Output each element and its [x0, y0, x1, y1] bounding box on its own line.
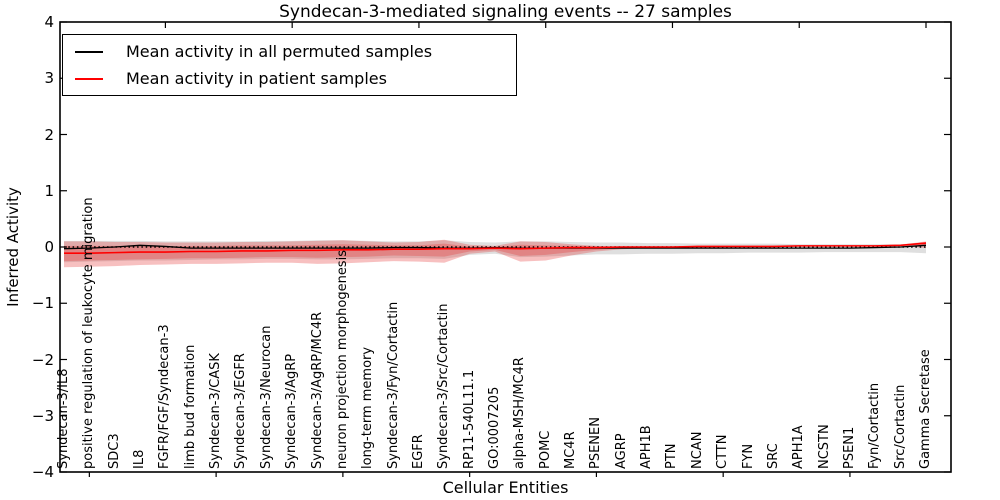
y-tick-label: 3 [44, 69, 54, 88]
y-tick-label: 0 [44, 238, 54, 256]
x-tick-label: PTN [664, 443, 680, 469]
x-tick-label: EGFR [410, 434, 426, 469]
x-tick-label: CTTN [715, 434, 731, 469]
y-tick-label: −3 [31, 406, 54, 425]
x-tick-label: Gamma Secretase [918, 349, 933, 469]
x-tick-label: long-term memory [360, 346, 376, 469]
x-tick-label: MC4R [563, 431, 579, 469]
x-tick-label: FGFR/FGF/Syndecan-3 [157, 324, 173, 469]
x-tick-label: Syndecan-3/AgRP [284, 353, 300, 469]
x-tick-label: Syndecan-3/IL8 [56, 368, 71, 469]
legend-item: Mean activity in all permuted samples [63, 38, 516, 65]
x-tick-label: NCSTN [816, 424, 832, 469]
x-tick-label: SDC3 [106, 433, 122, 469]
x-tick-label: neuron projection morphogenesis [334, 250, 350, 469]
x-tick-label: IL8 [132, 449, 148, 469]
x-tick-label: GO:0007205 [487, 386, 502, 469]
x-tick-label: Fyn/Cortactin [867, 382, 883, 469]
x-tick-label: Syndecan-3/AgRP/MC4R [309, 311, 325, 469]
legend-label: Mean activity in patient samples [126, 69, 387, 88]
y-tick-label: 2 [44, 125, 54, 144]
x-tick-label: SRC [765, 443, 781, 469]
legend: Mean activity in all permuted samples Me… [62, 34, 517, 96]
y-tick-label: 4 [44, 13, 54, 31]
y-tick-label: −2 [31, 350, 54, 369]
x-tick-label: Syndecan-3/EGFR [233, 353, 249, 469]
x-tick-label: limb bud formation [182, 344, 198, 469]
x-tick-label: APH1A [791, 425, 807, 469]
legend-label: Mean activity in all permuted samples [126, 42, 433, 61]
legend-item: Mean activity in patient samples [63, 65, 516, 92]
y-tick-label: −1 [31, 294, 54, 313]
x-tick-label: Syndecan-3/Src/Cortactin [436, 303, 452, 469]
x-tick-label: PSENEN [588, 417, 604, 469]
legend-line-sample-patient [75, 77, 103, 80]
x-tick-label: positive regulation of leukocyte migrati… [81, 197, 97, 469]
x-tick-label: RP11-540L11.1 [461, 369, 477, 469]
x-tick-label: FYN [740, 443, 756, 469]
patient-mean-line [64, 242, 927, 254]
y-tick-label: 1 [44, 181, 54, 200]
x-axis-label: Cellular Entities [442, 478, 569, 497]
legend-line-sample-permuted [75, 50, 103, 53]
y-tick-label: −4 [31, 463, 54, 481]
x-tick-label: alpha-MSH/MC4R [512, 357, 528, 469]
chart-title: Syndecan-3-mediated signaling events -- … [279, 2, 732, 22]
x-tick-label: Syndecan-3/Fyn/Cortactin [385, 301, 401, 469]
x-tick-label: AGRP [613, 433, 629, 469]
x-tick-label: NCAN [689, 431, 705, 469]
x-tick-label: POMC [537, 430, 553, 469]
x-tick-label: Src/Cortactin [892, 384, 908, 469]
x-tick-label: Syndecan-3/Neurocan [258, 325, 274, 469]
x-tick-label: Syndecan-3/CASK [208, 353, 224, 469]
x-tick-label: APH1B [639, 425, 655, 469]
x-tick-label: PSEN1 [841, 426, 857, 469]
